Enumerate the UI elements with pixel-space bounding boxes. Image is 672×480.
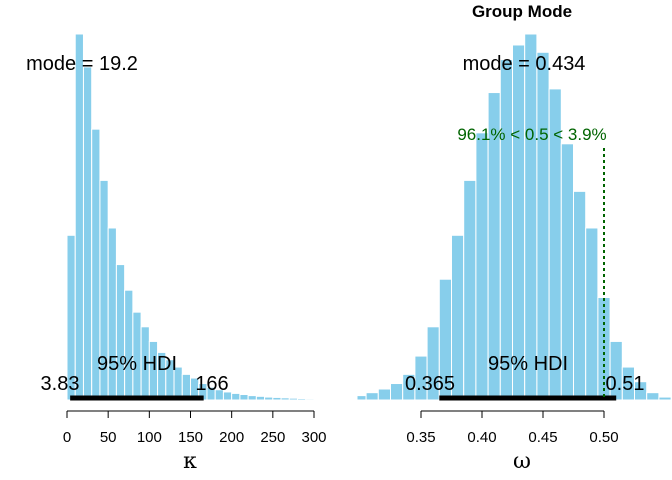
omega-hdi-label: 95% HDI <box>488 353 568 375</box>
histogram-bar <box>499 59 513 401</box>
histogram-bar <box>658 396 672 401</box>
histogram-bar <box>305 398 315 401</box>
histogram-bar <box>297 398 307 401</box>
kappa-hdi-label: 95% HDI <box>97 353 177 375</box>
x-tick-label: 0.45 <box>528 429 557 446</box>
histogram-bar <box>524 33 538 401</box>
histogram-bar <box>313 398 323 401</box>
histogram-bar <box>365 392 379 401</box>
histogram-bar <box>634 381 648 401</box>
histogram-bar <box>475 132 489 401</box>
histogram-bar <box>573 190 587 401</box>
histogram-bar <box>247 395 257 401</box>
histogram-bar <box>377 388 391 401</box>
panel-omega: Group Mode mode = 0.434 96.1% < 0.5 < 3.… <box>356 2 672 474</box>
x-tick-label: 200 <box>219 429 244 446</box>
omega-x-axis: 0.35 0.40 0.45 0.50 <box>406 410 619 446</box>
omega-comparison-label: 96.1% < 0.5 < 3.9% <box>457 125 606 144</box>
histogram-bar <box>115 264 126 401</box>
histogram-bar <box>255 395 266 401</box>
kappa-hdi-low-label: 3.83 <box>41 373 80 395</box>
kappa-mode-label: mode = 19.2 <box>26 53 138 75</box>
histogram-bar <box>264 396 274 401</box>
histogram-bar <box>646 392 660 401</box>
histogram-bar <box>536 51 550 401</box>
panel-kappa: mode = 19.2 95% HDI 3.83 166 0 50 100 150 20… <box>26 33 327 474</box>
x-tick-label: 0 <box>63 429 71 446</box>
kappa-histogram <box>66 33 323 401</box>
histogram-bar <box>463 179 477 401</box>
histogram-bar <box>512 44 526 401</box>
omega-title: Group Mode <box>472 2 572 21</box>
histogram-bar <box>280 397 290 401</box>
x-tick-label: 0.35 <box>406 429 435 446</box>
omega-histogram <box>356 33 672 401</box>
x-tick-label: 100 <box>137 429 162 446</box>
x-tick-label: 0.50 <box>589 429 618 446</box>
omega-mode-label: mode = 0.434 <box>463 53 586 75</box>
x-tick-label: 300 <box>301 429 326 446</box>
x-tick-label: 50 <box>100 429 117 446</box>
omega-x-label: ω <box>513 449 531 474</box>
histogram-bar <box>356 395 367 401</box>
histogram-bar <box>239 394 249 401</box>
kappa-x-axis: 0 50 100 150 200 250 300 <box>63 410 327 446</box>
histogram-bar <box>585 227 599 401</box>
x-tick-label: 150 <box>178 429 203 446</box>
omega-hdi-high-label: 0.51 <box>606 373 645 395</box>
histogram-bar <box>124 289 134 401</box>
omega-hdi-low-label: 0.365 <box>405 373 455 395</box>
histogram-bar <box>82 66 93 401</box>
histogram-bar <box>288 397 299 401</box>
histogram-bar <box>272 396 282 401</box>
kappa-x-label: κ <box>183 449 197 474</box>
histogram-bar <box>390 383 404 401</box>
histogram-bar <box>74 33 84 401</box>
kappa-hdi-high-label: 166 <box>195 373 228 395</box>
histogram-bar <box>231 392 241 401</box>
x-tick-label: 0.40 <box>467 429 496 446</box>
x-tick-label: 250 <box>260 429 285 446</box>
